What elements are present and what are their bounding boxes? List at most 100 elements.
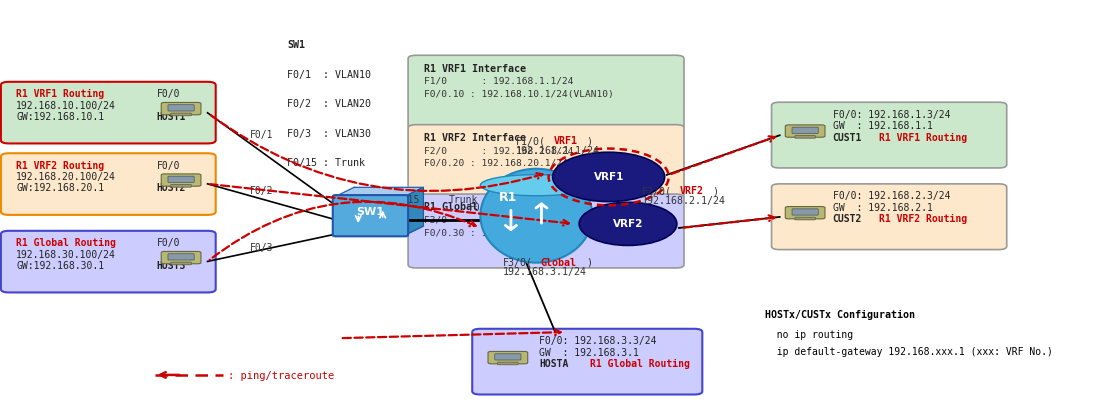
Text: R1 VRF1 Interface: R1 VRF1 Interface (425, 64, 527, 74)
FancyBboxPatch shape (792, 127, 818, 134)
FancyBboxPatch shape (795, 136, 815, 138)
Text: F0/1  : VLAN10: F0/1 : VLAN10 (287, 70, 371, 80)
Ellipse shape (480, 169, 592, 263)
Text: 192.168.10.100/24: 192.168.10.100/24 (16, 101, 116, 111)
Text: 192.168.2.1/24: 192.168.2.1/24 (642, 196, 726, 206)
Text: Global: Global (541, 258, 576, 268)
Text: F0/0.10 : 192.168.10.1/24(VLAN10): F0/0.10 : 192.168.10.1/24(VLAN10) (425, 90, 614, 99)
FancyBboxPatch shape (408, 125, 685, 199)
Text: F0/3: F0/3 (250, 243, 274, 253)
Text: GW  : 192.168.1.1: GW : 192.168.1.1 (833, 121, 932, 131)
Text: F0/0: 192.168.1.3/24: F0/0: 192.168.1.3/24 (833, 110, 950, 120)
Text: F3/0(: F3/0( (502, 258, 533, 268)
Text: GW  : 192.168.3.1: GW : 192.168.3.1 (540, 348, 640, 358)
Text: F0/0: F0/0 (157, 238, 180, 248)
Text: F0/0: F0/0 (470, 203, 493, 213)
FancyBboxPatch shape (785, 207, 825, 219)
Text: : ping/traceroute: : ping/traceroute (228, 371, 335, 381)
Text: HOST3: HOST3 (157, 261, 186, 271)
FancyBboxPatch shape (161, 252, 201, 264)
Text: VRF2: VRF2 (613, 219, 643, 229)
FancyBboxPatch shape (171, 262, 191, 265)
FancyBboxPatch shape (161, 102, 201, 115)
Text: F3/0      : 192.168.3.1/24: F3/0 : 192.168.3.1/24 (425, 216, 574, 225)
Text: Trunk: Trunk (449, 195, 478, 205)
FancyBboxPatch shape (792, 209, 818, 215)
Text: SW1: SW1 (357, 207, 384, 217)
Text: R1 VRF1 Routing: R1 VRF1 Routing (880, 133, 968, 143)
FancyBboxPatch shape (408, 55, 685, 129)
Text: F0/2  : VLAN20: F0/2 : VLAN20 (287, 99, 371, 109)
Text: F0/15: F0/15 (391, 195, 420, 205)
Text: SW1: SW1 (287, 40, 305, 50)
Text: VRF2: VRF2 (680, 187, 704, 196)
FancyBboxPatch shape (795, 217, 815, 220)
Text: R1 VRF2 Routing: R1 VRF2 Routing (16, 161, 104, 171)
Ellipse shape (553, 152, 665, 202)
Text: VRF1: VRF1 (554, 136, 578, 146)
Text: F0/1: F0/1 (250, 130, 274, 140)
Text: no ip routing: no ip routing (766, 330, 853, 340)
Text: F0/0: 192.168.2.3/24: F0/0: 192.168.2.3/24 (833, 192, 950, 201)
Text: R1 VRF2 Interface: R1 VRF2 Interface (425, 133, 527, 143)
Text: R1 Global Interface: R1 Global Interface (425, 202, 539, 212)
Text: GW:192.168.30.1: GW:192.168.30.1 (16, 261, 104, 271)
Text: F0/0.20 : 192.168.20.1/24(VLAN20): F0/0.20 : 192.168.20.1/24(VLAN20) (425, 159, 614, 169)
Text: HOST2: HOST2 (157, 183, 186, 193)
Text: ): ) (586, 136, 592, 146)
Text: GW:192.168.20.1: GW:192.168.20.1 (16, 183, 104, 193)
Text: F0/0: F0/0 (157, 161, 180, 171)
Text: F0/0: F0/0 (157, 89, 180, 99)
FancyBboxPatch shape (171, 113, 191, 116)
FancyBboxPatch shape (1, 231, 216, 293)
Text: F1/0(: F1/0( (516, 136, 546, 146)
Text: CUST1: CUST1 (833, 133, 862, 143)
Text: CUST2: CUST2 (833, 214, 862, 224)
FancyBboxPatch shape (495, 354, 521, 360)
Text: 192.168.30.100/24: 192.168.30.100/24 (16, 250, 116, 260)
FancyBboxPatch shape (332, 195, 408, 236)
Text: F0/0.30 : 192.168.30.1/24(VLAN30): F0/0.30 : 192.168.30.1/24(VLAN30) (425, 229, 614, 238)
Text: 192.168.3.1/24: 192.168.3.1/24 (502, 267, 587, 277)
Text: R1 VRF1 Routing: R1 VRF1 Routing (16, 89, 104, 99)
Text: F0/3  : VLAN30: F0/3 : VLAN30 (287, 129, 371, 139)
FancyBboxPatch shape (488, 351, 528, 364)
FancyBboxPatch shape (771, 102, 1007, 168)
FancyBboxPatch shape (408, 194, 685, 268)
Text: F1/0      : 192.168.1.1/24: F1/0 : 192.168.1.1/24 (425, 77, 574, 86)
FancyBboxPatch shape (161, 174, 201, 186)
FancyBboxPatch shape (498, 362, 518, 365)
Text: F0/15 : Trunk: F0/15 : Trunk (287, 158, 365, 168)
FancyBboxPatch shape (1, 82, 216, 143)
FancyBboxPatch shape (171, 185, 191, 187)
Ellipse shape (480, 175, 592, 196)
Polygon shape (405, 187, 423, 235)
Text: F2/0      : 192.168.2.1/24: F2/0 : 192.168.2.1/24 (425, 146, 574, 155)
FancyBboxPatch shape (168, 254, 194, 260)
Ellipse shape (579, 202, 677, 245)
FancyBboxPatch shape (472, 329, 702, 395)
Text: R1 VRF2 Routing: R1 VRF2 Routing (880, 214, 968, 224)
Text: VRF1: VRF1 (593, 172, 624, 182)
Text: HOSTx/CUSTx Configuration: HOSTx/CUSTx Configuration (766, 310, 915, 320)
Text: ): ) (586, 258, 592, 268)
Text: 192.168.20.100/24: 192.168.20.100/24 (16, 172, 116, 182)
Text: F0/0: 192.168.3.3/24: F0/0: 192.168.3.3/24 (540, 336, 657, 346)
Text: GW:192.168.10.1: GW:192.168.10.1 (16, 112, 104, 122)
Text: R1 Global Routing: R1 Global Routing (16, 238, 116, 248)
Text: HOST1: HOST1 (157, 112, 186, 122)
FancyBboxPatch shape (168, 105, 194, 111)
Text: ip default-gateway 192.168.xxx.1 (xxx: VRF No.): ip default-gateway 192.168.xxx.1 (xxx: V… (766, 346, 1053, 356)
FancyBboxPatch shape (168, 176, 194, 182)
Text: GW  : 192.168.2.1: GW : 192.168.2.1 (833, 203, 932, 213)
FancyBboxPatch shape (785, 125, 825, 137)
FancyBboxPatch shape (771, 184, 1007, 249)
Text: R1 Global Routing: R1 Global Routing (590, 359, 690, 369)
Text: HOSTA: HOSTA (540, 359, 569, 369)
Text: F0/2: F0/2 (250, 187, 274, 196)
Text: F2/0(: F2/0( (642, 187, 672, 196)
Polygon shape (336, 187, 423, 196)
Text: ): ) (712, 187, 719, 196)
FancyBboxPatch shape (1, 153, 216, 215)
Text: 192.168.1.1/24: 192.168.1.1/24 (516, 145, 600, 156)
